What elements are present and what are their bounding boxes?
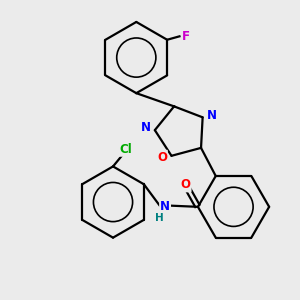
Text: O: O bbox=[157, 151, 167, 164]
Text: F: F bbox=[182, 30, 190, 43]
Text: N: N bbox=[141, 121, 151, 134]
Text: N: N bbox=[206, 110, 217, 122]
Text: O: O bbox=[181, 178, 190, 191]
Text: N: N bbox=[160, 200, 170, 213]
Text: Cl: Cl bbox=[119, 143, 132, 156]
Text: H: H bbox=[155, 213, 164, 223]
